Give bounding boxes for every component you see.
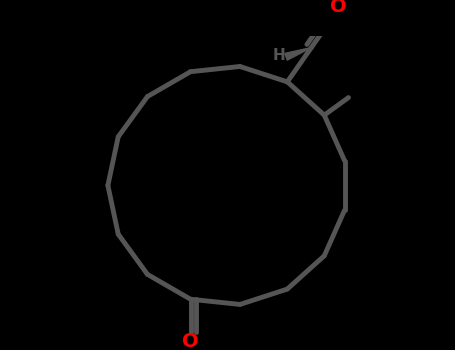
Polygon shape bbox=[285, 48, 311, 60]
Text: O: O bbox=[329, 0, 346, 16]
Text: O: O bbox=[182, 331, 199, 350]
Text: H: H bbox=[273, 48, 286, 63]
